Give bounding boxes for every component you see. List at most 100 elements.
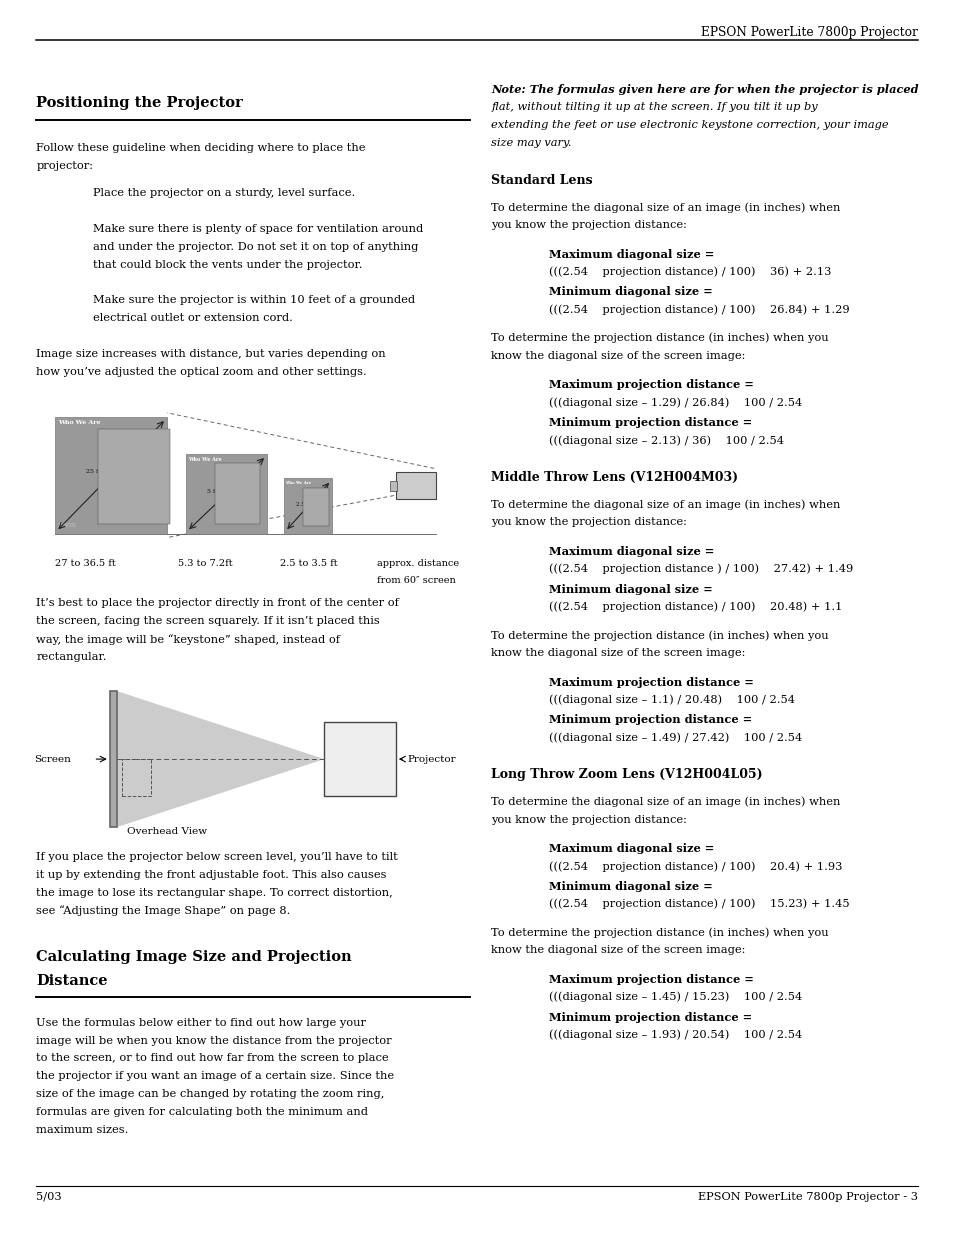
Text: formulas are given for calculating both the minimum and: formulas are given for calculating both …	[36, 1107, 368, 1118]
Text: Long Throw Zoom Lens (V12H004L05): Long Throw Zoom Lens (V12H004L05)	[491, 768, 762, 781]
Text: you know the projection distance:: you know the projection distance:	[491, 815, 686, 825]
Text: know the diagonal size of the screen image:: know the diagonal size of the screen ima…	[491, 648, 745, 658]
Text: and under the projector. Do not set it on top of anything: and under the projector. Do not set it o…	[93, 242, 418, 252]
Text: (((diagonal size – 1.29) / 26.84)    100 / 2.54: (((diagonal size – 1.29) / 26.84) 100 / …	[548, 398, 801, 408]
Text: Place the projector on a sturdy, level surface.: Place the projector on a sturdy, level s…	[93, 188, 355, 198]
Text: EPSON PowerLite 7800p Projector: EPSON PowerLite 7800p Projector	[700, 26, 917, 40]
Text: Maximum diagonal size =: Maximum diagonal size =	[548, 844, 713, 855]
Text: Maximum projection distance =: Maximum projection distance =	[548, 379, 753, 390]
Text: approx. distance: approx. distance	[376, 558, 458, 568]
Text: To determine the diagonal size of an image (in inches) when: To determine the diagonal size of an ima…	[491, 203, 840, 212]
Text: Who We Are: Who We Are	[188, 457, 221, 462]
Text: it up by extending the front adjustable foot. This also causes: it up by extending the front adjustable …	[36, 869, 386, 879]
Text: that could block the vents under the projector.: that could block the vents under the pro…	[93, 259, 362, 269]
Text: (((2.54    projection distance) / 100)    26.84) + 1.29: (((2.54 projection distance) / 100) 26.8…	[548, 304, 848, 315]
Bar	[284, 478, 332, 534]
Bar	[395, 472, 436, 499]
Text: Make sure the projector is within 10 feet of a grounded: Make sure the projector is within 10 fee…	[93, 295, 416, 305]
Text: way, the image will be “keystone” shaped, instead of: way, the image will be “keystone” shaped…	[36, 634, 340, 645]
Text: To determine the projection distance (in inches) when you: To determine the projection distance (in…	[491, 630, 828, 641]
Text: 25 ft: 25 ft	[86, 469, 100, 474]
Bar	[122, 760, 151, 797]
Text: To determine the projection distance (in inches) when you: To determine the projection distance (in…	[491, 927, 828, 939]
Text: know the diagonal size of the screen image:: know the diagonal size of the screen ima…	[491, 351, 745, 361]
Text: EPSON PowerLite 7800p Projector - 3: EPSON PowerLite 7800p Projector - 3	[697, 1192, 917, 1202]
Text: to the screen, or to find out how far from the screen to place: to the screen, or to find out how far fr…	[36, 1053, 389, 1063]
Bar	[390, 480, 396, 490]
Text: projector:: projector:	[36, 162, 93, 172]
Text: know the diagonal size of the screen image:: know the diagonal size of the screen ima…	[491, 945, 745, 956]
Text: Maximum projection distance =: Maximum projection distance =	[548, 974, 753, 986]
Text: 5 ft: 5 ft	[207, 489, 217, 494]
Text: Minimum diagonal size =: Minimum diagonal size =	[548, 287, 712, 298]
Text: (((2.54    projection distance) / 100)    15.23) + 1.45: (((2.54 projection distance) / 100) 15.2…	[548, 899, 848, 909]
Bar	[55, 416, 167, 534]
Text: (((2.54    projection distance) / 100)    20.4) + 1.93: (((2.54 projection distance) / 100) 20.4…	[548, 861, 841, 872]
Text: EPSON: EPSON	[57, 522, 75, 527]
Text: flat, without tilting it up at the screen. If you tilt it up by: flat, without tilting it up at the scree…	[491, 101, 817, 112]
Text: (((2.54    projection distance) / 100)    36) + 2.13: (((2.54 projection distance) / 100) 36) …	[548, 267, 830, 277]
Text: Positioning the Projector: Positioning the Projector	[36, 96, 243, 110]
Text: (((2.54    projection distance ) / 100)    27.42) + 1.49: (((2.54 projection distance ) / 100) 27.…	[548, 564, 852, 574]
Text: Distance: Distance	[36, 974, 108, 988]
Text: you know the projection distance:: you know the projection distance:	[491, 220, 686, 230]
Text: To determine the diagonal size of an image (in inches) when: To determine the diagonal size of an ima…	[491, 797, 840, 808]
Text: 2.5 ft: 2.5 ft	[295, 503, 310, 508]
Text: Minimum projection distance =: Minimum projection distance =	[548, 1011, 751, 1023]
Text: the screen, facing the screen squarely. If it isn’t placed this: the screen, facing the screen squarely. …	[36, 616, 379, 626]
Text: electrical outlet or extension cord.: electrical outlet or extension cord.	[93, 314, 294, 324]
Text: 2.5 to 3.5 ft: 2.5 to 3.5 ft	[280, 558, 337, 568]
Text: the projector if you want an image of a certain size. Since the: the projector if you want an image of a …	[36, 1071, 394, 1082]
Bar	[324, 722, 395, 797]
Text: Minimum projection distance =: Minimum projection distance =	[548, 714, 751, 725]
Bar	[186, 453, 267, 534]
Text: Calculating Image Size and Projection: Calculating Image Size and Projection	[36, 950, 352, 965]
Text: Minimum diagonal size =: Minimum diagonal size =	[548, 584, 712, 594]
Text: To determine the diagonal size of an image (in inches) when: To determine the diagonal size of an ima…	[491, 499, 840, 510]
Text: Use the formulas below either to find out how large your: Use the formulas below either to find ou…	[36, 1018, 366, 1028]
Bar	[110, 692, 117, 827]
Text: Who We Are: Who We Are	[285, 480, 312, 484]
Text: 5.3 to 7.2ft: 5.3 to 7.2ft	[178, 558, 233, 568]
Polygon shape	[117, 692, 324, 827]
Text: rectangular.: rectangular.	[36, 652, 107, 662]
Text: see “Adjusting the Image Shape” on page 8.: see “Adjusting the Image Shape” on page …	[36, 905, 291, 916]
Text: extending the feet or use electronic keystone correction, your image: extending the feet or use electronic key…	[491, 120, 888, 130]
Text: size may vary.: size may vary.	[491, 137, 571, 148]
Text: (((diagonal size – 1.49) / 27.42)    100 / 2.54: (((diagonal size – 1.49) / 27.42) 100 / …	[548, 732, 801, 742]
Text: Follow these guideline when deciding where to place the: Follow these guideline when deciding whe…	[36, 143, 365, 153]
Bar	[303, 488, 329, 526]
Text: 5/03: 5/03	[36, 1192, 62, 1202]
Text: Minimum diagonal size =: Minimum diagonal size =	[548, 881, 712, 892]
Text: (((diagonal size – 1.93) / 20.54)    100 / 2.54: (((diagonal size – 1.93) / 20.54) 100 / …	[548, 1030, 801, 1040]
Text: To determine the projection distance (in inches) when you: To determine the projection distance (in…	[491, 333, 828, 343]
Text: Middle Throw Lens (V12H004M03): Middle Throw Lens (V12H004M03)	[491, 471, 738, 484]
Text: If you place the projector below screen level, you’ll have to tilt: If you place the projector below screen …	[36, 852, 397, 862]
Text: size of the image can be changed by rotating the zoom ring,: size of the image can be changed by rota…	[36, 1089, 384, 1099]
Text: Who We Are: Who We Are	[58, 420, 101, 425]
Text: (((diagonal size – 2.13) / 36)    100 / 2.54: (((diagonal size – 2.13) / 36) 100 / 2.5…	[548, 435, 782, 446]
Text: you know the projection distance:: you know the projection distance:	[491, 517, 686, 527]
Text: from 60″ screen: from 60″ screen	[376, 577, 456, 585]
Bar	[214, 463, 260, 524]
Text: the image to lose its rectangular shape. To correct distortion,: the image to lose its rectangular shape.…	[36, 888, 393, 898]
Text: how you’ve adjusted the optical zoom and other settings.: how you’ve adjusted the optical zoom and…	[36, 367, 367, 377]
Text: Make sure there is plenty of space for ventilation around: Make sure there is plenty of space for v…	[93, 224, 423, 233]
Bar	[98, 429, 170, 524]
Text: Projector: Projector	[407, 755, 456, 763]
Text: Screen: Screen	[34, 755, 71, 763]
Text: Image size increases with distance, but varies depending on: Image size increases with distance, but …	[36, 350, 385, 359]
Text: (((diagonal size – 1.1) / 20.48)    100 / 2.54: (((diagonal size – 1.1) / 20.48) 100 / 2…	[548, 694, 794, 705]
Text: Maximum projection distance =: Maximum projection distance =	[548, 677, 753, 688]
Text: image will be when you know the distance from the projector: image will be when you know the distance…	[36, 1035, 392, 1046]
Text: Maximum diagonal size =: Maximum diagonal size =	[548, 248, 713, 259]
Text: Note: The formulas given here are for when the projector is placed: Note: The formulas given here are for wh…	[491, 84, 918, 95]
Text: (((diagonal size – 1.45) / 15.23)    100 / 2.54: (((diagonal size – 1.45) / 15.23) 100 / …	[548, 992, 801, 1003]
Text: Maximum diagonal size =: Maximum diagonal size =	[548, 546, 713, 557]
Text: 27 to 36.5 ft: 27 to 36.5 ft	[55, 558, 116, 568]
Text: Minimum projection distance =: Minimum projection distance =	[548, 417, 751, 429]
Text: Overhead View: Overhead View	[127, 827, 207, 836]
Text: (((2.54    projection distance) / 100)    20.48) + 1.1: (((2.54 projection distance) / 100) 20.4…	[548, 601, 841, 613]
Text: It’s best to place the projector directly in front of the center of: It’s best to place the projector directl…	[36, 598, 398, 608]
Text: Standard Lens: Standard Lens	[491, 173, 593, 186]
